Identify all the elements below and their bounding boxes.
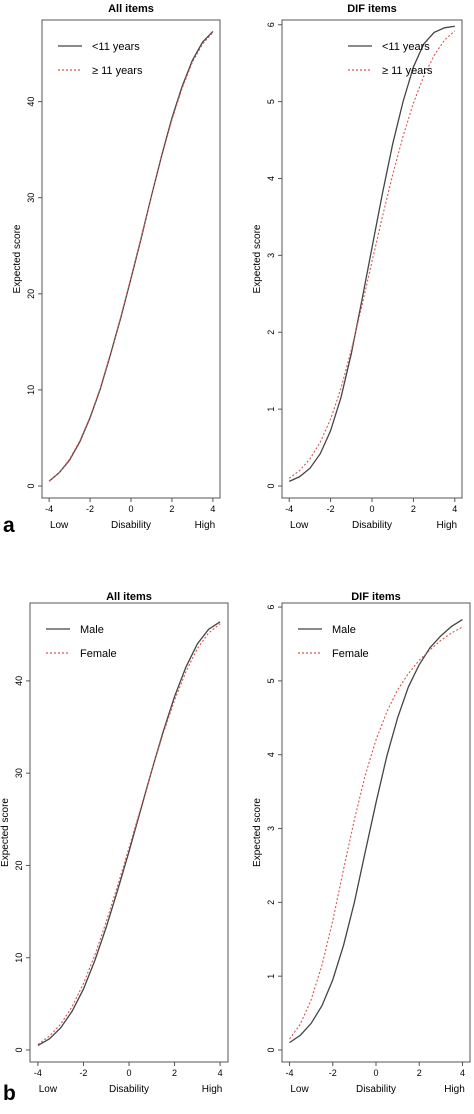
series-line-2 (289, 626, 463, 1040)
plot-frame (281, 602, 471, 1063)
y-tick-label: 0 (14, 1047, 24, 1052)
series-line-2 (288, 30, 456, 479)
chart-3: All items 0 10 20 30 40 Expected score -4 -2 0 2 4 L… (0, 591, 229, 1095)
y-tick-label: 1 (266, 407, 276, 412)
y-tick-label: 0 (266, 1047, 276, 1052)
x-tick-label: 2 (417, 1068, 422, 1078)
legend-entry-2: Female (332, 648, 369, 660)
y-tick-label: 5 (266, 678, 276, 683)
y-axis-label: Expected score (252, 798, 263, 867)
chart-4: DIF items 0 1 2 3 4 5 6 Expected score -4 -2 0 2 4 Low… (252, 591, 471, 1095)
y-tick-label: 5 (266, 99, 276, 104)
y-tick-label: 3 (266, 253, 276, 258)
x-tick-label: -4 (45, 504, 53, 514)
legend-entry-2: ≥ 11 years (382, 65, 433, 77)
y-tick-label: 0 (26, 483, 36, 488)
y-tick-label: 40 (26, 97, 36, 107)
legend-entry-1: <11 years (382, 41, 430, 53)
x-axis-label: Disability (356, 1084, 396, 1095)
plot-frame (281, 19, 463, 499)
x-tick-label: 4 (460, 1068, 465, 1078)
legend-entry-1: Male (80, 624, 104, 636)
x-tick-label: 0 (373, 1068, 378, 1078)
x-tick-label: -2 (327, 504, 335, 514)
x-tick-label: 4 (452, 504, 457, 514)
x-end-label-low: Low (50, 520, 69, 531)
legend-entry-1: <11 years (92, 41, 140, 53)
x-tick-label: -2 (79, 1068, 87, 1078)
y-axis-label: Expected score (0, 798, 11, 867)
series-line-1 (289, 619, 463, 1044)
y-tick-label: 6 (266, 605, 276, 610)
panel-label-a: a (3, 514, 15, 537)
x-tick-label: 0 (126, 1068, 131, 1078)
y-tick-label: 2 (266, 330, 276, 335)
chart-1: All items 0 10 20 30 40 Expected score -4 -2 0 2 4 L… (12, 3, 221, 531)
x-axis-label: Disability (111, 520, 151, 531)
x-tick-label: 0 (369, 504, 374, 514)
y-tick-label: 3 (266, 826, 276, 831)
x-tick-label: -2 (86, 504, 94, 514)
y-tick-label: 0 (266, 483, 276, 488)
series-line-2 (48, 32, 214, 482)
chart-title: DIF items (351, 591, 401, 603)
x-tick-label: -4 (285, 504, 293, 514)
series-line-2 (37, 623, 221, 1045)
x-end-label-low: Low (39, 1084, 58, 1095)
plot-frame (29, 602, 229, 1063)
x-tick-label: 4 (210, 504, 215, 514)
panel-label-b: b (3, 1082, 16, 1105)
legend-entry-2: ≥ 11 years (92, 65, 143, 77)
legend-entry-2: Female (80, 648, 117, 660)
legend-entry-1: Male (332, 624, 356, 636)
series-line-1 (288, 25, 455, 482)
x-tick-label: 2 (411, 504, 416, 514)
x-end-label-high: High (437, 520, 458, 531)
x-axis-label: Disability (352, 520, 392, 531)
x-end-label-low: Low (290, 1084, 309, 1095)
chart-title: DIF items (347, 3, 397, 15)
series-line-1 (37, 621, 221, 1046)
y-tick-label: 2 (266, 900, 276, 905)
x-end-label-low: Low (290, 520, 309, 531)
x-tick-label: 0 (128, 504, 133, 514)
x-end-label-high: High (195, 520, 216, 531)
y-tick-label: 4 (266, 752, 276, 757)
y-tick-label: 10 (14, 953, 24, 963)
y-tick-label: 30 (14, 768, 24, 778)
x-axis-label: Disability (109, 1084, 149, 1095)
chart-title: All items (108, 3, 154, 15)
x-tick-label: 4 (218, 1068, 223, 1078)
chart-title: All items (106, 591, 152, 603)
y-axis-label: Expected score (12, 224, 23, 293)
x-tick-label: -2 (329, 1068, 337, 1078)
x-tick-label: 2 (172, 1068, 177, 1078)
y-tick-label: 30 (26, 193, 36, 203)
x-end-label-high: High (444, 1084, 465, 1095)
x-tick-label: 2 (169, 504, 174, 514)
y-tick-label: 4 (266, 176, 276, 181)
x-tick-label: -4 (34, 1068, 42, 1078)
y-tick-label: 10 (26, 385, 36, 395)
y-tick-label: 20 (26, 289, 36, 299)
y-tick-label: 1 (266, 974, 276, 979)
y-tick-label: 40 (14, 676, 24, 686)
plot-frame (41, 19, 221, 499)
x-tick-label: -4 (286, 1068, 294, 1078)
chart-2: DIF items 0 1 2 3 4 5 6 Expected score -4 -2 0 2 4 Low… (252, 3, 463, 531)
y-axis-label: Expected score (252, 224, 263, 293)
y-tick-label: 20 (14, 860, 24, 870)
x-end-label-high: High (202, 1084, 223, 1095)
series-line-1 (48, 31, 214, 482)
y-tick-label: 6 (266, 22, 276, 27)
